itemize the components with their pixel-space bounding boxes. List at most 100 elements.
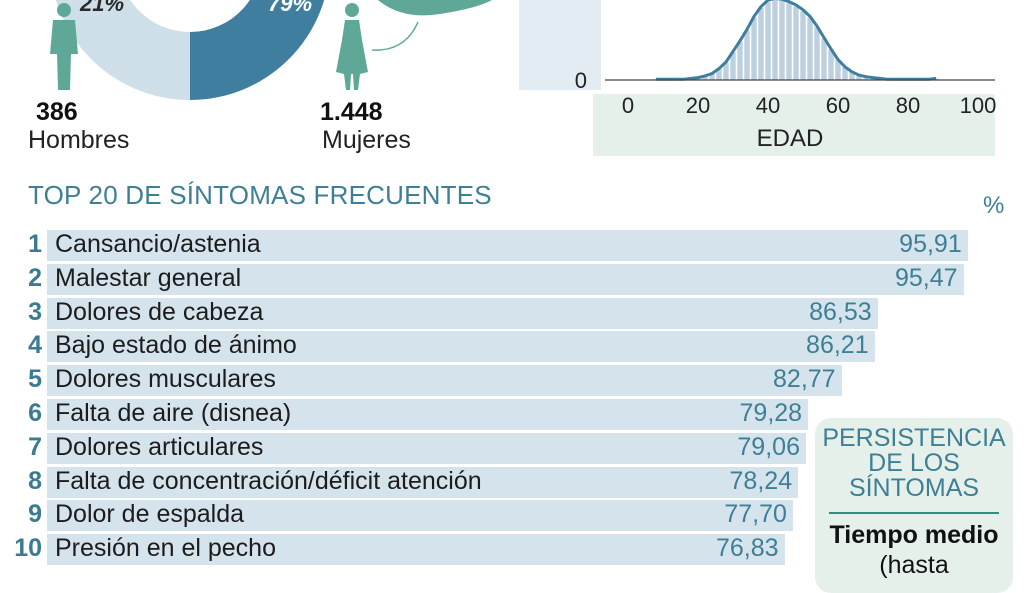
symptom-bar [47,466,799,498]
hist-bar [807,17,813,81]
donut-slice-mujeres [190,0,325,100]
hist-y-tick-zero: 0 [575,68,587,93]
symptom-value: 95,47 [894,263,958,292]
persistence-panel: PERSISTENCIA DE LOS SÍNTOMAS Tiempo medi… [815,418,1013,593]
persistence-title-line-2: DE LOS [868,449,960,477]
symptom-value: 95,91 [899,230,962,258]
hist-x-tick-label: 40 [756,93,780,118]
symptom-bar [47,500,793,532]
persistence-title-line-3: SÍNTOMAS [848,474,980,502]
hist-bar [828,49,834,80]
symptom-row: 8 Falta de concentración/déficit atención… [0,465,1031,498]
women-label: Mujeres [322,126,411,154]
hist-bar [751,17,757,81]
symptom-rank: 10 [14,534,42,563]
symptom-rank: 8 [28,466,42,495]
hist-y-axis-panel [519,0,601,90]
symptom-value: 79,28 [739,399,803,427]
hist-bar [730,52,736,80]
symptom-rank: 1 [28,230,42,258]
symptom-rank: 7 [28,432,42,461]
symptom-label: Dolores de cabeza [55,297,264,326]
symptom-label: Falta de concentración/déficit atención [55,466,482,495]
women-count: 1.448 [320,98,383,126]
symptom-value: 86,53 [809,297,872,326]
hist-x-tick-label: 0 [622,93,634,118]
hist-bars [653,0,939,81]
symptom-label: Bajo estado de ánimo [55,331,297,360]
hist-bar [723,62,729,80]
women-percent-label: 79% [268,0,312,16]
top-symptoms-unit: % [983,192,1005,219]
symptom-rank: 9 [28,500,42,529]
symptom-label: Dolores musculares [55,365,276,394]
hist-bar [765,1,771,81]
hist-bar [744,30,750,80]
man-figure-icon [50,3,78,90]
symptom-bar [47,432,806,464]
symptom-bar [47,263,964,295]
persistence-title-line-1: PERSISTENCIA [822,424,1006,452]
hist-bar [835,60,841,80]
symptom-rank: 2 [28,263,42,292]
symptom-bar [47,331,875,363]
symptom-row: 4 Bajo estado de ánimo 86,21 [0,329,1031,363]
hist-x-axis-panel [593,94,995,156]
symptom-label: Dolores articulares [55,432,264,461]
hist-bar [814,27,820,80]
hist-density-curve [656,0,937,81]
persistence-subtitle-2: (hasta [879,551,949,579]
symptom-row: 10 Presión en el pecho 76,83 [0,532,1031,566]
symptom-label: Malestar general [55,263,242,292]
top-symptoms-title: TOP 20 DE SÍNTOMAS FRECUENTES [28,180,492,210]
men-percent-label: 21% [79,0,124,16]
hist-bar [772,0,778,80]
persistence-title: PERSISTENCIA DE LOS SÍNTOMAS [815,426,1013,501]
symptom-label: Cansancio/astenia [55,230,261,258]
symptom-label: Falta de aire (disnea) [55,399,292,427]
men-label: Hombres [28,126,130,154]
symptom-value: 82,77 [773,365,836,394]
hist-bar [849,72,855,80]
symptom-row: 2 Malestar general 95,47 [0,262,1031,295]
symptom-row: 7 Dolores articulares 79,06 [0,431,1031,464]
symptom-bar [47,534,785,566]
hist-bar [786,3,792,81]
women-bubble-shape [378,0,492,16]
hist-bar [842,67,848,80]
persistence-subtitle: Tiempo medio [829,521,999,549]
men-count: 386 [36,98,78,126]
hist-bar [863,76,869,80]
symptom-row: 3 Dolores de cabeza 86,53 [0,296,1031,329]
symptom-value: 77,70 [724,500,787,529]
hist-x-tick-label: 100 [960,93,997,118]
hist-bar [709,73,715,80]
symptom-bar [47,297,878,329]
hist-bar [702,76,708,80]
gender-donut-chart: 21% 79% [50,0,492,100]
symptom-label: Presión en el pecho [55,534,276,563]
hist-bar [821,38,827,80]
symptom-bar [47,230,968,261]
age-histogram-chart: 0 0 20 40 60 80 100 EDAD [519,0,997,156]
symptom-row: 9 Dolor de espalda 77,70 [0,498,1031,532]
symptom-value: 76,83 [716,534,779,563]
symptom-row: 1 Cansancio/astenia 95,91 [0,228,1031,261]
hist-bar [758,8,764,80]
symptom-bar [47,365,842,397]
symptom-value: 79,06 [737,432,800,461]
hist-x-tick-label: 20 [686,93,710,118]
symptom-value: 78,24 [729,466,793,495]
hist-bar [793,6,799,80]
persistence-divider [829,512,999,514]
woman-figure-icon [336,3,368,90]
symptom-value: 86,21 [806,331,869,360]
hist-bar [779,0,785,80]
hist-bar [737,41,743,80]
symptom-label: Dolor de espalda [55,500,245,529]
symptom-rank: 4 [28,331,42,360]
hist-bar [716,68,722,80]
symptom-row: 6 Falta de aire (disnea) 79,28 [0,397,1031,430]
symptom-rank: 3 [28,297,42,326]
symptom-rank: 6 [28,399,42,427]
